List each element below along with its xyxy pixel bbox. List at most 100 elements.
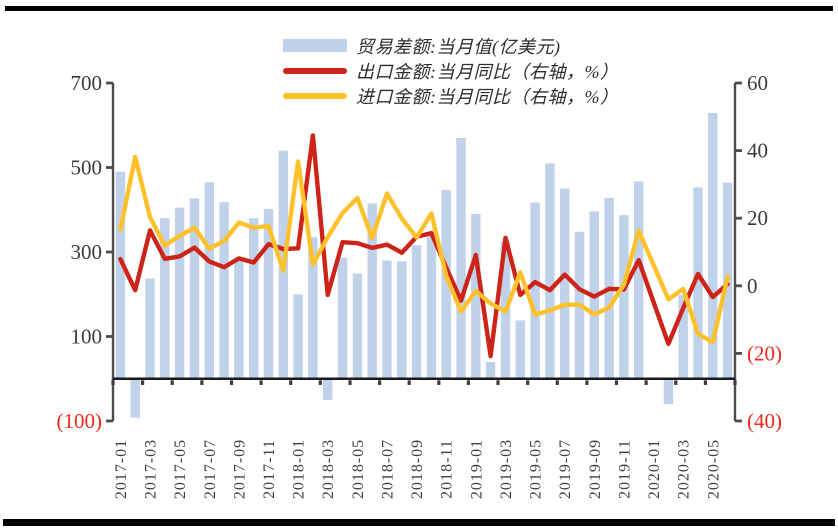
trade-balance-bar [678, 294, 688, 379]
x-axis-label: 2018-03 [320, 439, 337, 499]
x-axis-label: 2019-09 [587, 439, 604, 499]
x-axis-tick [644, 380, 648, 385]
trade-balance-bar [426, 235, 437, 379]
bottom-rule [3, 519, 835, 526]
trade-balance-bar [219, 202, 229, 379]
x-axis-tick [378, 380, 382, 385]
trade-balance-bar [634, 181, 644, 379]
trade-balance-bar [145, 278, 155, 379]
legend-label: 出口金额:当月同比（右轴，%） [356, 61, 619, 82]
x-axis-tick [674, 380, 678, 385]
x-axis-label: 2018-01 [291, 439, 308, 499]
right-axis-tick-label: 20 [747, 206, 768, 230]
x-axis-label: 2017-09 [231, 439, 248, 499]
right-axis-tick [735, 149, 742, 152]
x-axis-label: 2019-01 [468, 439, 485, 499]
x-axis-tick [348, 380, 352, 385]
x-axis-tick [141, 380, 145, 385]
trade-balance-bar [515, 320, 525, 379]
left-axis-tick [106, 419, 113, 423]
trade-balance-bar [160, 218, 170, 379]
legend-label: 进口金额:当月同比（右轴，%） [356, 86, 619, 107]
trade-balance-bar [249, 218, 259, 379]
x-axis-tick [259, 380, 263, 385]
x-axis-tick [496, 380, 500, 385]
x-axis-tick [555, 380, 559, 385]
x-axis-tick [407, 380, 411, 385]
trade-balance-bar [693, 187, 703, 379]
x-axis-label: 2020-05 [705, 439, 722, 499]
x-axis-label: 2018-09 [409, 439, 426, 499]
x-axis-tick [703, 380, 707, 385]
import-yoy-line [118, 154, 730, 345]
x-axis-tick [170, 380, 174, 385]
trade-balance-bar [204, 182, 214, 379]
import-line-swatch [283, 92, 347, 99]
x-axis-label: 2019-11 [616, 439, 633, 499]
x-axis-label: 2018-05 [350, 439, 367, 499]
trade-balance-bar [352, 273, 363, 379]
right-axis-tick-label: 0 [747, 274, 758, 298]
trade-balance-bar [293, 294, 303, 379]
trade-balance-bar [308, 237, 318, 379]
left-axis-tick [106, 166, 113, 169]
x-axis-label: 2017-03 [143, 439, 160, 499]
left-axis-tick-label: 100 [71, 325, 103, 349]
legend-item-import-yoy: 进口金额:当月同比（右轴，%） [283, 84, 619, 107]
x-axis-label: 2017-07 [202, 439, 219, 499]
x-axis-tick [585, 380, 589, 385]
legend-item-export-yoy: 出口金额:当月同比（右轴，%） [283, 59, 619, 82]
left-axis-tick-label: 700 [71, 71, 103, 95]
trade-balance-bar [337, 257, 348, 379]
x-axis-tick [466, 380, 470, 385]
right-axis-tick-label: 40 [747, 139, 768, 163]
x-axis-label: 2018-07 [380, 439, 397, 499]
lines-group [118, 133, 730, 359]
legend-item-trade-balance: 贸易差额:当月值(亿美元) [283, 34, 619, 57]
x-axis-tick [111, 380, 115, 385]
trade-balance-bar [530, 202, 540, 379]
trade-balance-bar [234, 257, 244, 379]
trade-balance-bar [663, 378, 674, 405]
trade-balance-bar [189, 198, 200, 379]
x-axis-tick [733, 380, 737, 385]
left-axis-tick-label: (100) [57, 409, 103, 433]
x-axis-label: 2017-11 [261, 439, 278, 499]
legend-label: 贸易差额:当月值(亿美元) [356, 36, 561, 57]
x-axis-label: 2019-07 [557, 439, 574, 499]
trade-balance-bar [441, 189, 451, 379]
trade-balance-bar [545, 163, 555, 379]
right-axis-tick-label: (40) [747, 409, 782, 433]
right-axis-tick [735, 284, 742, 288]
x-axis-tick [437, 380, 441, 385]
x-axis-label: 2019-03 [498, 439, 515, 499]
axis-labels-group: 700 500 300 100 (100) 60 40 20 0 (20) (40) 2017-01 2… [57, 71, 783, 499]
trade-balance-bar [174, 207, 185, 379]
chart-legend: 贸易差额:当月值(亿美元) 出口金额:当月同比（右轴，%） 进口金额:当月同比（… [283, 34, 619, 107]
trade-balance-bar [367, 203, 377, 379]
trade-balance-bar [130, 378, 140, 418]
trade-balance-bar [411, 245, 422, 379]
trade-balance-bar [485, 361, 496, 379]
x-axis-tick [289, 380, 293, 385]
x-axis-label: 2020-01 [646, 439, 663, 499]
x-axis-label: 2018-11 [439, 439, 456, 499]
x-axis-label: 2020-03 [676, 439, 693, 499]
x-axis-tick [318, 380, 322, 385]
right-axis-tick [735, 216, 742, 220]
x-axis-tick [614, 380, 619, 385]
left-axis-tick [106, 335, 113, 338]
export-line-swatch [283, 67, 347, 74]
trade-balance-bar [560, 188, 570, 379]
trade-balance-swatch [283, 39, 347, 52]
trade-balance-bar [708, 113, 718, 379]
right-axis-tick [735, 352, 742, 355]
x-axis-label: 2019-05 [528, 439, 545, 499]
left-axis-tick-label: 500 [71, 156, 103, 180]
right-axis-tick [735, 419, 742, 423]
trade-balance-bar [397, 261, 407, 379]
x-axis-label: 2017-01 [113, 439, 130, 499]
left-axis-tick-label: 300 [71, 240, 103, 264]
